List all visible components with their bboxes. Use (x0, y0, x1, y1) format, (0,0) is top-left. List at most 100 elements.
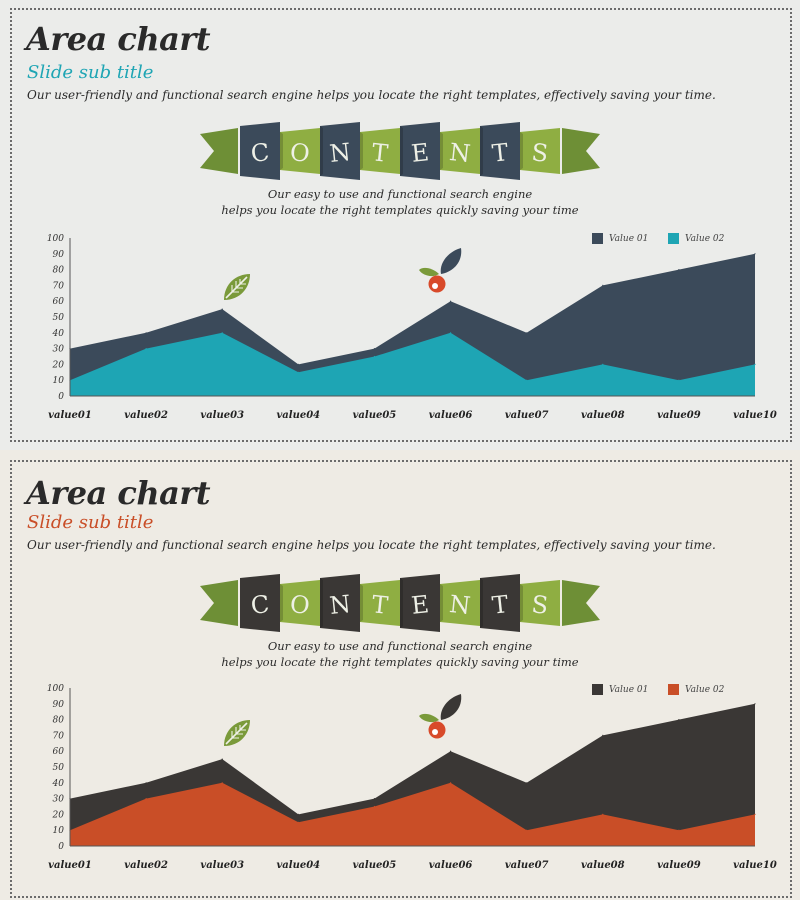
data-point (145, 782, 147, 784)
slide-frame (10, 460, 792, 898)
y-tick-label: 70 (53, 731, 65, 741)
data-point (526, 782, 528, 784)
legend-label-2: Value 02 (685, 685, 725, 695)
leaf-icon (224, 720, 250, 746)
slide-2: Area chart Slide sub title Our user-frie… (0, 450, 800, 900)
ribbon-letter: N (328, 138, 352, 168)
data-point (145, 348, 147, 350)
data-point (449, 332, 452, 334)
area-series-2 (70, 782, 755, 846)
ribbon-segment: C (240, 122, 280, 180)
ribbon-caption-line-1: Our easy to use and functional search en… (267, 639, 533, 653)
ribbon-letter: E (410, 590, 430, 620)
y-tick-label: 40 (52, 779, 65, 789)
y-tick-label: 60 (53, 297, 65, 307)
y-tick-label: 40 (52, 329, 65, 339)
y-tick-label: 80 (53, 716, 65, 726)
data-point (297, 371, 299, 373)
legend-label-2: Value 02 (685, 234, 725, 244)
ribbon-letter: O (289, 590, 312, 620)
data-point (373, 348, 376, 350)
ribbon-letter: T (370, 138, 389, 168)
x-tick-label: value06 (429, 860, 473, 871)
data-point (373, 805, 376, 808)
y-tick-label: 30 (53, 345, 65, 355)
chart-legend: Value 01 Value 02 (592, 684, 752, 698)
ribbon-segment: T (360, 128, 400, 174)
slide-1: Area chart Slide sub title Our user-frie… (10, 8, 792, 442)
data-point (602, 734, 604, 736)
y-tick-label: 10 (53, 826, 65, 836)
x-tick-label: value03 (200, 410, 244, 421)
ribbon-segment: S (520, 580, 560, 626)
x-tick-label: value03 (200, 860, 244, 871)
ribbon-letter: C (250, 138, 271, 168)
data-point (602, 363, 604, 365)
area-chart: 0 10 20 30 40 50 60 70 80 90 100 value01 value02 valu… (47, 684, 777, 871)
legend-item-2: Value 02 (668, 233, 724, 244)
data-point (221, 308, 223, 310)
data-point (678, 829, 680, 831)
data-point (449, 300, 452, 302)
data-point (145, 798, 147, 800)
ribbon-caption-line-2: helps you locate the right templates qui… (221, 655, 579, 669)
x-tick-label: value04 (277, 410, 321, 421)
data-point (602, 813, 604, 815)
data-point (678, 269, 680, 271)
ribbon-segment: N (440, 580, 480, 626)
y-tick-label: 30 (53, 795, 65, 805)
area-series-2 (70, 332, 755, 396)
slide-frame (10, 8, 792, 442)
data-point (297, 363, 299, 365)
y-tick-label: 50 (53, 763, 65, 773)
legend-swatch-1 (592, 684, 603, 695)
data-point (754, 363, 756, 365)
data-point (145, 332, 147, 334)
ribbon-letter: T (491, 138, 510, 168)
ribbon-tail-right (562, 128, 600, 174)
data-point (754, 253, 756, 255)
x-tick-label: value07 (505, 410, 549, 421)
slide-title: Area chart (26, 20, 211, 58)
x-tick-label: value02 (124, 410, 168, 421)
area-chart: 0 10 20 30 40 50 60 70 80 90 100 value01 value02 valu… (47, 234, 777, 421)
data-point (373, 355, 376, 358)
data-point (449, 750, 452, 752)
x-tick-label: value04 (277, 860, 321, 871)
ribbon-tail-left (200, 580, 238, 626)
ribbon-letter: E (410, 138, 430, 168)
slide-subtitle: Slide sub title (27, 512, 154, 533)
y-tick-label: 20 (52, 360, 65, 370)
y-tick-label: 90 (53, 700, 65, 710)
ribbon-segment: N (320, 574, 360, 632)
x-tick-label: value05 (353, 410, 397, 421)
ribbon-letter: C (250, 590, 271, 620)
data-point (526, 379, 528, 381)
data-point (373, 798, 376, 800)
data-point (602, 284, 604, 286)
ribbon-letter: O (289, 138, 312, 168)
data-point (297, 821, 299, 823)
leaf-icon (224, 274, 250, 300)
data-point (678, 719, 680, 721)
data-point (297, 813, 299, 815)
legend-swatch-2 (668, 684, 679, 695)
slide-title: Area chart (26, 474, 211, 512)
x-tick-label: value09 (657, 860, 701, 871)
ribbon-letter: N (448, 590, 472, 620)
berry-icon (419, 694, 462, 739)
legend-item-1: Value 01 (592, 233, 648, 244)
x-tick-label: value10 (733, 410, 777, 421)
x-tick-label: value07 (505, 860, 549, 871)
data-point (754, 703, 756, 705)
y-tick-label: 20 (52, 810, 65, 820)
x-tick-label: value10 (733, 860, 777, 871)
ribbon-segment: S (520, 128, 560, 174)
chart-legend: Value 01 Value 02 (592, 233, 752, 247)
x-tick-label: value05 (353, 860, 397, 871)
data-point (221, 758, 223, 760)
y-tick-label: 70 (53, 281, 65, 291)
y-tick-label: 50 (53, 313, 65, 323)
